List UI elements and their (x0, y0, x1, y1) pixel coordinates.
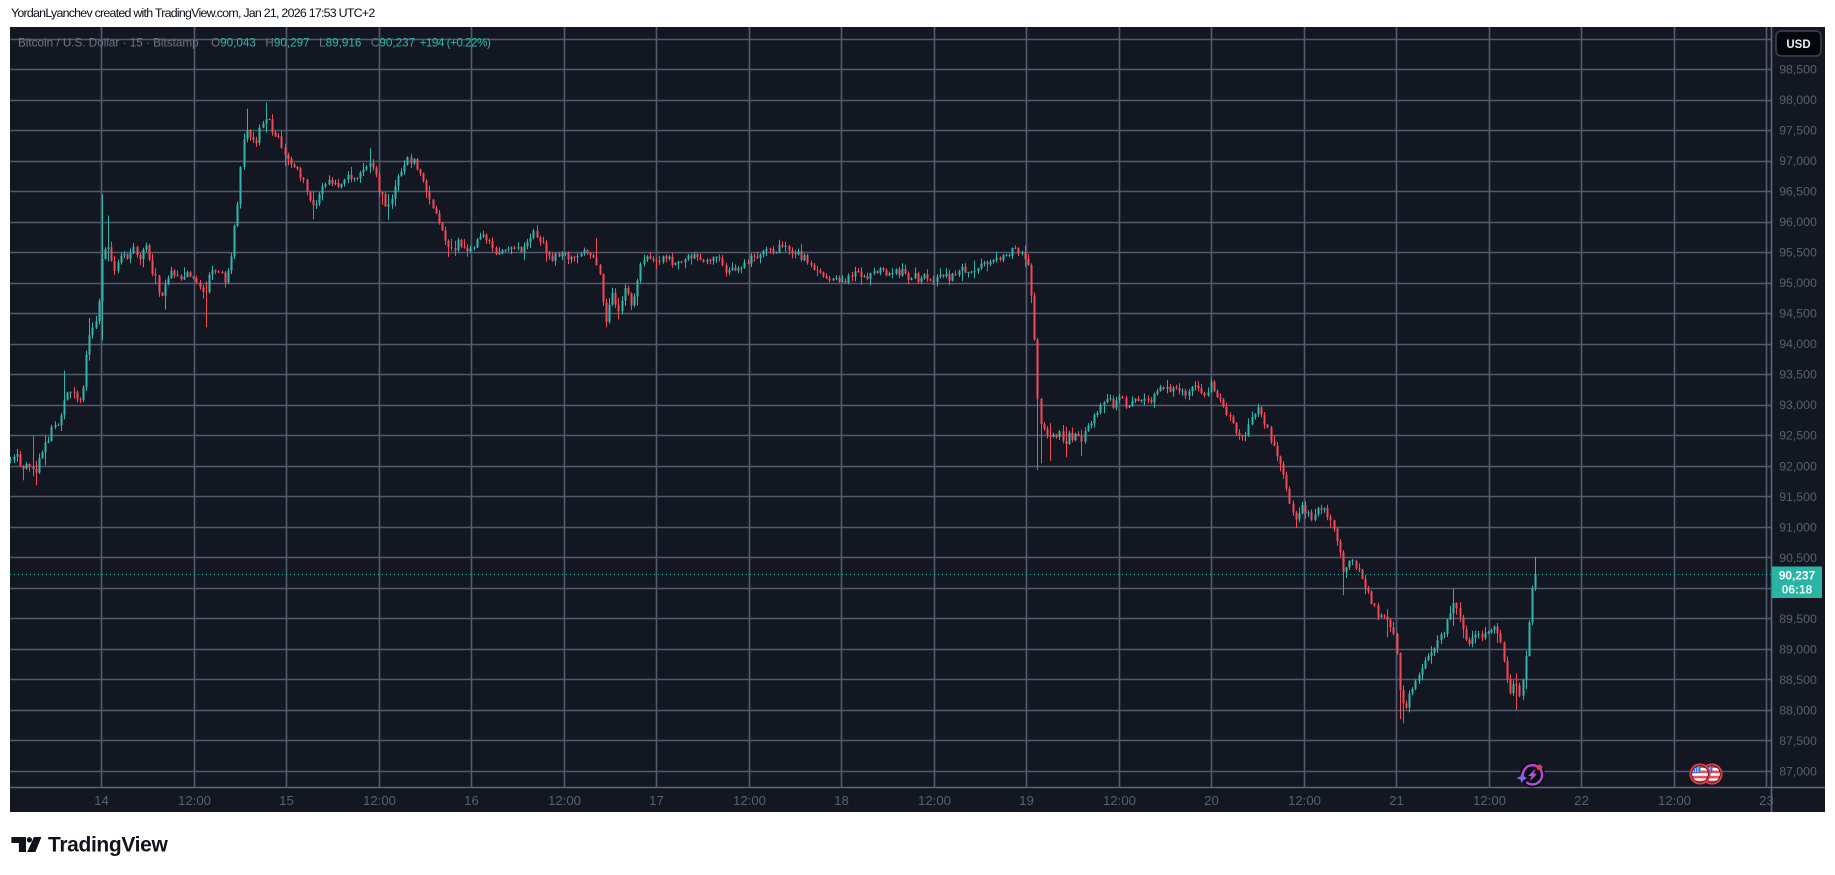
svg-text:23: 23 (1759, 793, 1774, 808)
svg-text:88,000: 88,000 (1779, 703, 1817, 717)
svg-text:91,500: 91,500 (1779, 490, 1817, 504)
svg-text:12:00: 12:00 (918, 793, 951, 808)
svg-text:97,500: 97,500 (1779, 124, 1817, 138)
svg-text:12:00: 12:00 (1658, 793, 1691, 808)
svg-text:12:00: 12:00 (1288, 793, 1321, 808)
svg-text:92,000: 92,000 (1779, 459, 1817, 473)
svg-text:18: 18 (834, 793, 849, 808)
svg-text:17: 17 (649, 793, 664, 808)
svg-text:93,000: 93,000 (1779, 398, 1817, 412)
svg-text:87,500: 87,500 (1779, 734, 1817, 748)
svg-text:89,000: 89,000 (1779, 642, 1817, 656)
svg-text:87,000: 87,000 (1779, 765, 1817, 779)
svg-text:19: 19 (1019, 793, 1034, 808)
svg-text:95,500: 95,500 (1779, 246, 1817, 260)
svg-text:USD: USD (1786, 39, 1810, 51)
svg-text:12:00: 12:00 (363, 793, 396, 808)
svg-text:12:00: 12:00 (548, 793, 581, 808)
svg-text:12:00: 12:00 (178, 793, 211, 808)
svg-text:Bitcoin / U.S. Dollar · 15 · B: Bitcoin / U.S. Dollar · 15 · Bitstamp O90… (18, 37, 491, 50)
svg-text:91,000: 91,000 (1779, 520, 1817, 534)
svg-text:96,500: 96,500 (1779, 185, 1817, 199)
svg-text:20: 20 (1204, 793, 1219, 808)
svg-text:96,000: 96,000 (1779, 215, 1817, 229)
svg-text:90,500: 90,500 (1779, 551, 1817, 565)
svg-text:94,500: 94,500 (1779, 307, 1817, 321)
svg-text:97,000: 97,000 (1779, 154, 1817, 168)
svg-text:15: 15 (279, 793, 294, 808)
svg-text:12:00: 12:00 (1473, 793, 1506, 808)
svg-text:93,500: 93,500 (1779, 368, 1817, 382)
svg-text:89,500: 89,500 (1779, 612, 1817, 626)
svg-text:95,000: 95,000 (1779, 276, 1817, 290)
svg-text:12:00: 12:00 (1103, 793, 1136, 808)
svg-text:22: 22 (1574, 793, 1589, 808)
svg-text:94,000: 94,000 (1779, 337, 1817, 351)
svg-text:12:00: 12:00 (733, 793, 766, 808)
svg-text:92,500: 92,500 (1779, 429, 1817, 443)
svg-text:90,237: 90,237 (1779, 569, 1816, 583)
svg-text:88,500: 88,500 (1779, 673, 1817, 687)
svg-text:98,500: 98,500 (1779, 63, 1817, 77)
svg-text:16: 16 (464, 793, 479, 808)
svg-text:06:18: 06:18 (1782, 583, 1813, 597)
svg-text:21: 21 (1389, 793, 1404, 808)
svg-text:TradingView: TradingView (48, 834, 168, 857)
svg-text:98,000: 98,000 (1779, 93, 1817, 107)
svg-text:14: 14 (94, 793, 109, 808)
